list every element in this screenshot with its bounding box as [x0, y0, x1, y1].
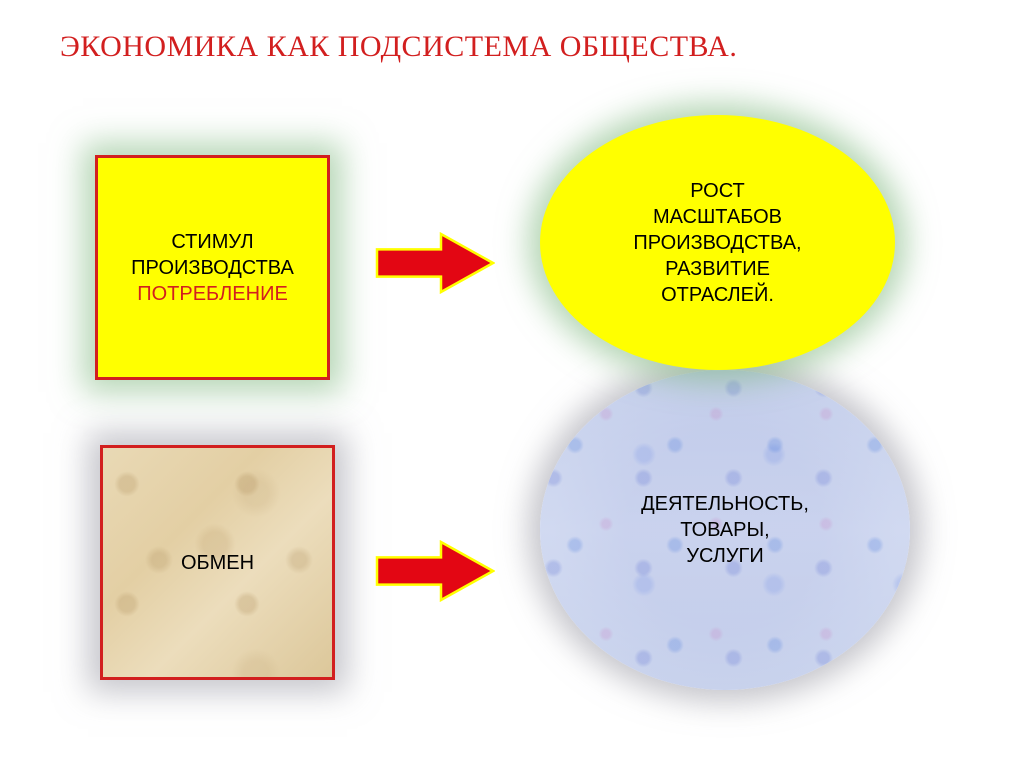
text-line: СТИМУЛ	[131, 229, 294, 255]
ellipse-activity: ДЕЯТЕЛЬНОСТЬ,ТОВАРЫ,УСЛУГИ	[540, 370, 910, 690]
text-line: РОСТ	[633, 178, 801, 204]
text-line: МАСШТАБОВ	[633, 204, 801, 230]
arrow-bottom	[375, 540, 495, 602]
text-line: РАЗВИТИЕ	[633, 256, 801, 282]
box-exchange-text: ОБМЕН	[175, 544, 260, 582]
text-line: УСЛУГИ	[641, 543, 809, 569]
text-line: ОТРАСЛЕЙ.	[633, 282, 801, 308]
text-line: ДЕЯТЕЛЬНОСТЬ,	[641, 491, 809, 517]
text-line: ОБМЕН	[181, 550, 254, 576]
page-title: ЭКОНОМИКА КАК ПОДСИСТЕМА ОБЩЕСТВА.	[60, 30, 737, 64]
text-line: ТОВАРЫ,	[641, 517, 809, 543]
box-stimulus: СТИМУЛПРОИЗВОДСТВАПОТРЕБЛЕНИЕ	[95, 155, 330, 380]
ellipse-growth: РОСТМАСШТАБОВПРОИЗВОДСТВА,РАЗВИТИЕОТРАСЛ…	[540, 115, 895, 370]
text-line: ПОТРЕБЛЕНИЕ	[131, 281, 294, 307]
slide: ЭКОНОМИКА КАК ПОДСИСТЕМА ОБЩЕСТВА. СТИМУ…	[0, 0, 1024, 767]
text-line: ПРОИЗВОДСТВА	[131, 255, 294, 281]
arrow-top	[375, 232, 495, 294]
box-exchange: ОБМЕН	[100, 445, 335, 680]
ellipse-growth-text: РОСТМАСШТАБОВПРОИЗВОДСТВА,РАЗВИТИЕОТРАСЛ…	[627, 172, 807, 314]
box-stimulus-text: СТИМУЛПРОИЗВОДСТВАПОТРЕБЛЕНИЕ	[125, 223, 300, 313]
text-line: ПРОИЗВОДСТВА,	[633, 230, 801, 256]
ellipse-activity-text: ДЕЯТЕЛЬНОСТЬ,ТОВАРЫ,УСЛУГИ	[635, 485, 815, 575]
